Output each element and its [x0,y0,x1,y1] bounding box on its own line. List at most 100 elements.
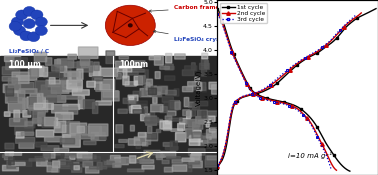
FancyBboxPatch shape [55,60,60,66]
FancyBboxPatch shape [79,47,98,58]
Circle shape [28,32,40,42]
FancyBboxPatch shape [33,111,45,124]
FancyBboxPatch shape [123,76,129,85]
FancyBboxPatch shape [147,79,152,85]
FancyBboxPatch shape [165,64,173,70]
FancyBboxPatch shape [192,154,201,160]
FancyBboxPatch shape [84,100,94,108]
FancyBboxPatch shape [155,72,160,79]
FancyBboxPatch shape [29,159,45,161]
FancyBboxPatch shape [70,164,85,166]
FancyBboxPatch shape [157,152,163,160]
FancyBboxPatch shape [5,112,10,116]
FancyBboxPatch shape [60,69,67,79]
FancyBboxPatch shape [36,130,54,137]
FancyBboxPatch shape [96,84,110,91]
FancyBboxPatch shape [77,153,92,158]
FancyBboxPatch shape [8,78,17,88]
FancyBboxPatch shape [2,76,20,81]
FancyBboxPatch shape [93,66,101,77]
FancyBboxPatch shape [90,166,107,169]
FancyBboxPatch shape [164,167,173,172]
FancyBboxPatch shape [175,102,180,109]
FancyBboxPatch shape [167,113,174,116]
FancyBboxPatch shape [49,153,64,157]
FancyBboxPatch shape [43,154,55,158]
FancyBboxPatch shape [119,139,127,142]
FancyBboxPatch shape [93,103,98,113]
Circle shape [31,10,43,20]
FancyBboxPatch shape [205,133,208,138]
FancyBboxPatch shape [183,87,193,92]
FancyBboxPatch shape [197,83,202,91]
FancyBboxPatch shape [204,116,215,121]
FancyBboxPatch shape [54,123,60,128]
FancyBboxPatch shape [140,160,154,163]
FancyBboxPatch shape [46,80,64,87]
FancyBboxPatch shape [12,72,29,83]
FancyBboxPatch shape [68,62,85,68]
FancyBboxPatch shape [54,148,69,155]
FancyBboxPatch shape [202,87,206,92]
FancyBboxPatch shape [200,82,206,90]
FancyBboxPatch shape [189,136,200,145]
FancyBboxPatch shape [92,77,103,81]
FancyBboxPatch shape [6,91,18,103]
Circle shape [35,17,47,27]
FancyBboxPatch shape [14,110,20,122]
Circle shape [23,6,36,16]
FancyBboxPatch shape [72,90,89,95]
FancyBboxPatch shape [212,85,224,94]
FancyBboxPatch shape [107,160,122,164]
FancyBboxPatch shape [96,101,112,105]
FancyBboxPatch shape [206,141,219,148]
FancyBboxPatch shape [134,137,146,145]
FancyBboxPatch shape [198,110,207,119]
FancyBboxPatch shape [43,153,50,160]
FancyBboxPatch shape [32,67,48,76]
FancyBboxPatch shape [139,75,145,84]
FancyBboxPatch shape [60,73,71,84]
FancyBboxPatch shape [166,121,170,124]
FancyBboxPatch shape [115,160,121,167]
FancyBboxPatch shape [113,163,121,167]
FancyBboxPatch shape [33,118,42,122]
FancyBboxPatch shape [61,107,77,114]
Text: Li₂FeSiO₄ crystal: Li₂FeSiO₄ crystal [153,30,228,42]
FancyBboxPatch shape [212,131,224,136]
FancyBboxPatch shape [19,89,37,93]
FancyBboxPatch shape [127,64,132,67]
FancyBboxPatch shape [70,156,75,159]
FancyBboxPatch shape [192,132,201,138]
FancyBboxPatch shape [205,160,220,164]
Circle shape [20,31,32,41]
FancyBboxPatch shape [170,141,177,150]
FancyBboxPatch shape [187,111,191,119]
FancyBboxPatch shape [50,78,55,85]
Circle shape [11,17,23,27]
FancyBboxPatch shape [141,114,150,121]
FancyBboxPatch shape [70,72,81,82]
FancyBboxPatch shape [189,109,195,116]
FancyBboxPatch shape [21,132,34,136]
FancyBboxPatch shape [66,87,82,92]
FancyBboxPatch shape [209,128,215,132]
FancyBboxPatch shape [156,129,161,132]
FancyBboxPatch shape [15,127,33,135]
Circle shape [23,19,36,29]
FancyBboxPatch shape [83,162,93,167]
FancyBboxPatch shape [61,80,77,89]
FancyBboxPatch shape [148,126,152,133]
FancyBboxPatch shape [175,165,192,171]
FancyBboxPatch shape [127,169,144,172]
FancyBboxPatch shape [146,116,156,125]
FancyBboxPatch shape [19,143,34,148]
FancyBboxPatch shape [165,146,178,149]
FancyBboxPatch shape [190,155,200,159]
FancyBboxPatch shape [37,110,45,114]
FancyBboxPatch shape [202,53,208,59]
FancyBboxPatch shape [201,58,208,66]
FancyBboxPatch shape [63,87,77,92]
FancyBboxPatch shape [202,134,209,139]
FancyBboxPatch shape [110,155,120,160]
